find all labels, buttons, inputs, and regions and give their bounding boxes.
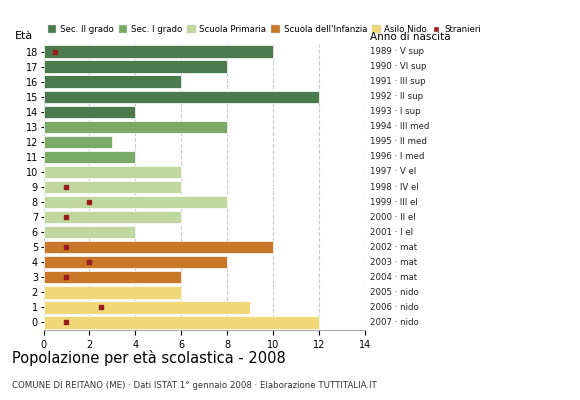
Bar	[44, 106, 136, 118]
Text: 2003 · mat: 2003 · mat	[370, 258, 417, 267]
Text: COMUNE DI REITANO (ME) · Dati ISTAT 1° gennaio 2008 · Elaborazione TUTTITALIA.IT: COMUNE DI REITANO (ME) · Dati ISTAT 1° g…	[12, 381, 376, 390]
Text: 1996 · I med: 1996 · I med	[370, 152, 425, 161]
Bar	[44, 136, 113, 148]
Bar	[44, 45, 273, 58]
Text: 2004 · mat: 2004 · mat	[370, 273, 417, 282]
Bar	[44, 286, 182, 298]
Bar	[44, 121, 227, 133]
Bar	[44, 211, 182, 223]
Legend: Sec. II grado, Sec. I grado, Scuola Primaria, Scuola dell'Infanzia, Asilo Nido, : Sec. II grado, Sec. I grado, Scuola Prim…	[48, 25, 481, 34]
Text: Età: Età	[14, 31, 33, 41]
Text: 2006 · nido: 2006 · nido	[370, 303, 419, 312]
Text: 2001 · I el: 2001 · I el	[370, 228, 413, 237]
Bar	[44, 241, 273, 253]
Bar	[44, 181, 182, 193]
Text: 1992 · II sup: 1992 · II sup	[370, 92, 423, 101]
Text: 2007 · nido: 2007 · nido	[370, 318, 419, 327]
Bar	[44, 90, 320, 103]
Bar	[44, 271, 182, 284]
Text: 1993 · I sup: 1993 · I sup	[370, 107, 420, 116]
Text: 2002 · mat: 2002 · mat	[370, 243, 417, 252]
Text: 1989 · V sup: 1989 · V sup	[370, 47, 424, 56]
Text: Popolazione per età scolastica - 2008: Popolazione per età scolastica - 2008	[12, 350, 285, 366]
Text: 2005 · nido: 2005 · nido	[370, 288, 419, 297]
Bar	[44, 301, 251, 314]
Bar	[44, 76, 182, 88]
Bar	[44, 151, 136, 163]
Text: 1998 · IV el: 1998 · IV el	[370, 182, 419, 192]
Text: 1990 · VI sup: 1990 · VI sup	[370, 62, 426, 71]
Bar	[44, 196, 227, 208]
Bar	[44, 166, 182, 178]
Bar	[44, 316, 320, 329]
Text: 2000 · II el: 2000 · II el	[370, 213, 416, 222]
Text: 1991 · III sup: 1991 · III sup	[370, 77, 426, 86]
Text: Anno di nascita: Anno di nascita	[370, 32, 451, 42]
Text: 1995 · II med: 1995 · II med	[370, 137, 427, 146]
Text: 1994 · III med: 1994 · III med	[370, 122, 429, 131]
Bar	[44, 226, 136, 238]
Bar	[44, 60, 227, 73]
Text: 1997 · V el: 1997 · V el	[370, 168, 416, 176]
Bar	[44, 256, 227, 268]
Text: 1999 · III el: 1999 · III el	[370, 198, 418, 206]
